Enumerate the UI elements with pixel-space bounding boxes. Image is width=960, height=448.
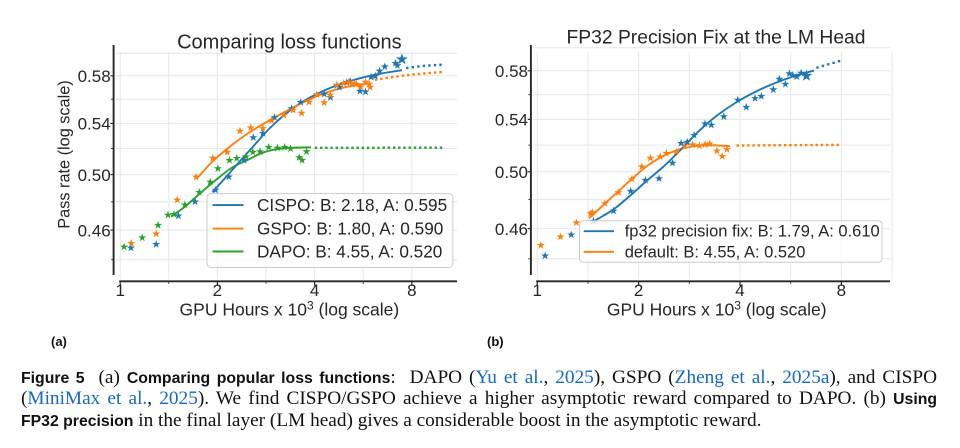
svg-text:fp32 precision fix: B: 1.79, A: fp32 precision fix: B: 1.79, A: 0.610 [625, 223, 880, 241]
svg-text:GPU Hours x 103 (log scale): GPU Hours x 103 (log scale) [607, 299, 827, 320]
svg-text:Pass rate (log scale): Pass rate (log scale) [56, 80, 74, 228]
svg-text:8: 8 [407, 281, 416, 300]
svg-text:DAPO: B: 4.55, A: 0.520: DAPO: B: 4.55, A: 0.520 [257, 241, 442, 261]
svg-text:0.54: 0.54 [495, 111, 528, 130]
svg-text:2: 2 [634, 281, 643, 300]
svg-text:0.58: 0.58 [495, 62, 528, 81]
svg-text:4: 4 [310, 281, 319, 300]
svg-text:0.46: 0.46 [78, 221, 111, 240]
svg-text:0.50: 0.50 [78, 166, 111, 185]
svg-text:0.50: 0.50 [495, 163, 528, 182]
svg-text:1: 1 [115, 281, 124, 300]
svg-text:GPU Hours x 103 (log scale): GPU Hours x 103 (log scale) [180, 299, 400, 320]
svg-text:1: 1 [532, 281, 541, 300]
svg-text:8: 8 [837, 281, 846, 300]
svg-text:CISPO: B: 2.18, A: 0.595: CISPO: B: 2.18, A: 0.595 [257, 195, 447, 215]
svg-text:2: 2 [213, 281, 222, 300]
svg-text:4: 4 [735, 281, 744, 300]
svg-text:0.46: 0.46 [495, 220, 528, 239]
svg-text:0.54: 0.54 [78, 115, 111, 134]
svg-text:0.58: 0.58 [78, 67, 111, 86]
svg-text:Comparing loss functions: Comparing loss functions [177, 32, 402, 54]
svg-text:default: B: 4.55, A: 0.520: default: B: 4.55, A: 0.520 [625, 243, 806, 261]
svg-text:GSPO: B: 1.80, A: 0.590: GSPO: B: 1.80, A: 0.590 [257, 218, 443, 238]
svg-text:FP32 Precision Fix at the LM H: FP32 Precision Fix at the LM Head [567, 28, 866, 49]
